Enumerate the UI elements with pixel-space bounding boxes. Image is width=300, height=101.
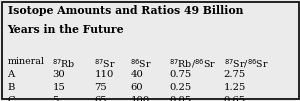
Text: 30: 30	[52, 70, 65, 79]
Text: $^{87}$Rb: $^{87}$Rb	[52, 57, 76, 70]
Text: $^{86}$Sr: $^{86}$Sr	[130, 57, 152, 70]
Text: 0.75: 0.75	[169, 70, 192, 79]
Text: C: C	[8, 96, 15, 101]
Text: 5: 5	[52, 96, 59, 101]
Text: Isotope Amounts and Ratios 49 Billion: Isotope Amounts and Ratios 49 Billion	[8, 5, 243, 16]
Text: 110: 110	[94, 70, 114, 79]
Text: $^{87}$Sr: $^{87}$Sr	[94, 57, 116, 70]
Text: 65: 65	[94, 96, 107, 101]
Text: 15: 15	[52, 83, 65, 92]
Text: 100: 100	[130, 96, 150, 101]
Text: 0.25: 0.25	[169, 83, 192, 92]
Text: B: B	[8, 83, 15, 92]
Text: A: A	[8, 70, 15, 79]
Text: 60: 60	[130, 83, 143, 92]
Text: 40: 40	[130, 70, 143, 79]
Text: 0.05: 0.05	[169, 96, 192, 101]
Text: mineral: mineral	[8, 57, 44, 66]
Text: 75: 75	[94, 83, 107, 92]
Text: $^{87}$Rb/$^{86}$Sr: $^{87}$Rb/$^{86}$Sr	[169, 57, 217, 70]
Text: $^{87}$Sr/$^{86}$Sr: $^{87}$Sr/$^{86}$Sr	[224, 57, 268, 70]
Text: 2.75: 2.75	[224, 70, 246, 79]
Text: Years in the Future: Years in the Future	[8, 24, 124, 35]
Text: 1.25: 1.25	[224, 83, 246, 92]
Text: 0.65: 0.65	[224, 96, 246, 101]
